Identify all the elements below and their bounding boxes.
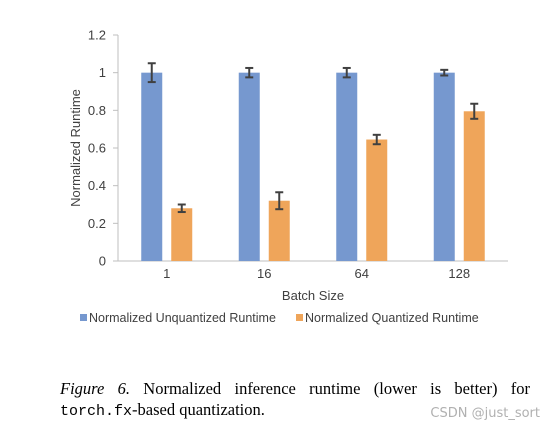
legend-swatch: [296, 314, 303, 321]
watermark: CSDN @just_sort: [430, 406, 540, 421]
bars: [141, 62, 485, 262]
y-tick-label: 1.2: [88, 28, 106, 43]
x-axis-title: Batch Size: [282, 288, 344, 303]
bar: [433, 72, 455, 262]
x-tick-label: 16: [257, 266, 271, 281]
legend: Normalized Unquantized Runtime Normalized…: [80, 311, 479, 325]
bar: [366, 139, 388, 261]
y-tick-label: 0.6: [88, 141, 106, 156]
y-tick-label: 0.2: [88, 216, 106, 231]
y-tick-label: 0.4: [88, 178, 106, 193]
bar: [268, 200, 290, 261]
legend-label: Normalized Unquantized Runtime: [89, 311, 276, 325]
y-axis-title: Normalized Runtime: [68, 89, 83, 207]
x-axis: 1 16 64 128: [118, 260, 508, 281]
x-tick-label: 64: [355, 266, 369, 281]
x-tick-label: 1: [163, 266, 170, 281]
bar: [238, 72, 260, 262]
x-tick-label: 128: [448, 266, 470, 281]
bar: [336, 72, 358, 262]
bar-chart: 0 0.2 0.4 0.6 0.8 1 1.2 1 16 64 128 Batch Size No…: [68, 28, 508, 325]
caption-text-2: -based quantization.: [132, 400, 265, 419]
y-tick-label: 0.8: [88, 103, 106, 118]
legend-swatch: [80, 314, 87, 321]
legend-label: Normalized Quantized Runtime: [305, 311, 479, 325]
y-tick-label: 1: [99, 65, 106, 80]
bar: [463, 111, 485, 262]
bar: [171, 208, 193, 261]
caption-code: torch.fx: [60, 403, 133, 420]
figure-label: Figure 6.: [60, 379, 130, 398]
y-axis: 0 0.2 0.4 0.6 0.8 1 1.2: [88, 28, 119, 269]
caption-text-1: Normalized inference runtime (lower is b…: [143, 379, 531, 398]
y-tick-label: 0: [99, 254, 106, 269]
figure-caption: Figure 6. Normalized inference runtime (…: [60, 378, 530, 422]
bar: [141, 72, 163, 262]
